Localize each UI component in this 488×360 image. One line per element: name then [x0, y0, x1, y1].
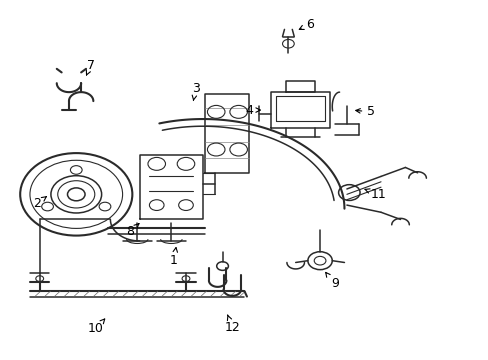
Text: 4: 4	[245, 104, 260, 117]
Text: 3: 3	[191, 82, 199, 100]
Text: 6: 6	[299, 18, 314, 31]
Text: 5: 5	[355, 105, 374, 118]
Text: 9: 9	[325, 273, 338, 291]
Text: 7: 7	[86, 59, 95, 75]
Text: 12: 12	[224, 315, 240, 333]
Text: 2: 2	[33, 197, 46, 210]
Text: 8: 8	[125, 224, 139, 238]
Text: 1: 1	[169, 248, 177, 267]
Text: 10: 10	[88, 319, 104, 335]
Text: 11: 11	[364, 188, 386, 201]
